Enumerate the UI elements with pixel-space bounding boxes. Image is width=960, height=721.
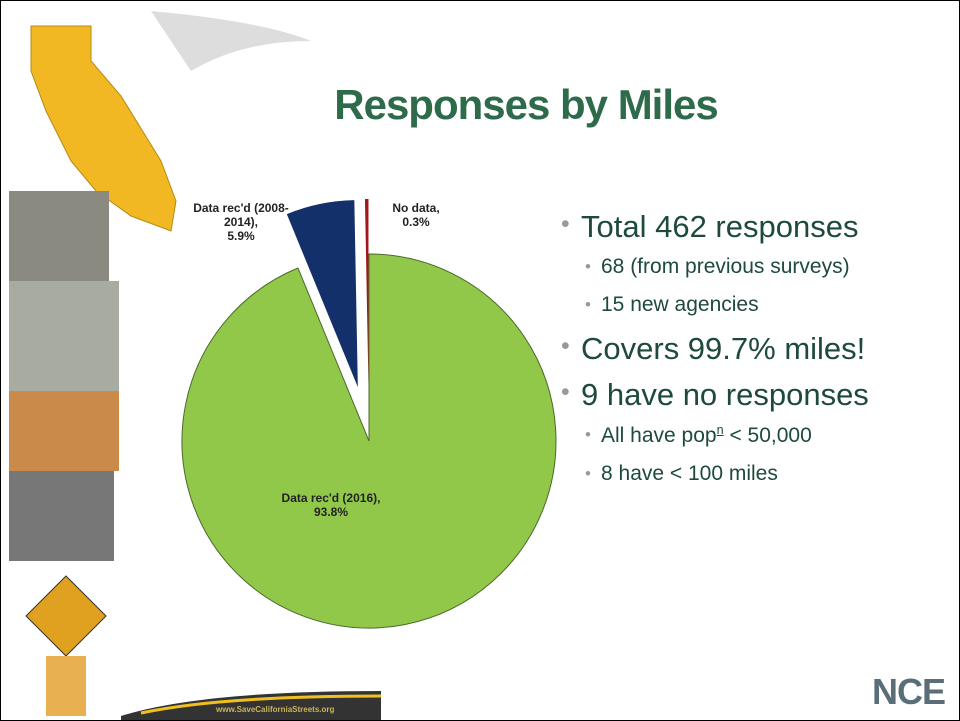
decoration <box>9 11 382 720</box>
pie-slice <box>181 253 557 629</box>
slice-label: No data, 0.3% <box>376 201 456 229</box>
logo: NCE <box>871 671 946 712</box>
photo <box>9 191 109 281</box>
photo <box>9 281 119 391</box>
bullet-list: Total 462 responses 68 (from previous sur… <box>561 201 951 500</box>
sign <box>25 575 107 657</box>
pie-slice <box>364 199 369 387</box>
superscript: n <box>716 423 724 437</box>
bullet: 9 have no responses <box>561 377 951 413</box>
photo <box>9 391 119 471</box>
slice-category: Data rec'd (2008-2014), <box>193 201 289 229</box>
bullet: Total 462 responses <box>561 209 951 245</box>
slice-label: Data rec'd (2016), 93.8% <box>271 491 391 519</box>
title: Responses by Miles <box>334 81 718 128</box>
footer-url: www.SaveCaliforniaStreets.org <box>216 705 335 714</box>
bullet: Covers 99.7% miles! <box>561 331 951 367</box>
slice-value: 93.8% <box>313 505 349 519</box>
california <box>30 25 177 232</box>
sign <box>46 656 86 716</box>
sub-bullet: 15 new agencies <box>585 293 951 317</box>
text: < 50,000 <box>729 424 812 447</box>
slice-label: Data rec'd (2008-2014), 5.9% <box>186 201 296 243</box>
pie-slice <box>286 200 358 388</box>
slice-category: Data rec'd (2016), <box>281 491 381 505</box>
slice-value: 5.9% <box>227 229 255 243</box>
sub-bullet: All have popn < 50,000 <box>585 423 951 448</box>
sub-bullet: 68 (from previous surveys) <box>585 255 951 279</box>
slice-category: No data, <box>392 201 440 215</box>
sub-bullet: 8 have < 100 miles <box>585 462 951 486</box>
text: All have pop <box>601 424 717 447</box>
photo <box>9 471 114 561</box>
slice-value: 0.3% <box>402 215 430 229</box>
road-line <box>140 694 382 715</box>
road <box>151 11 311 71</box>
